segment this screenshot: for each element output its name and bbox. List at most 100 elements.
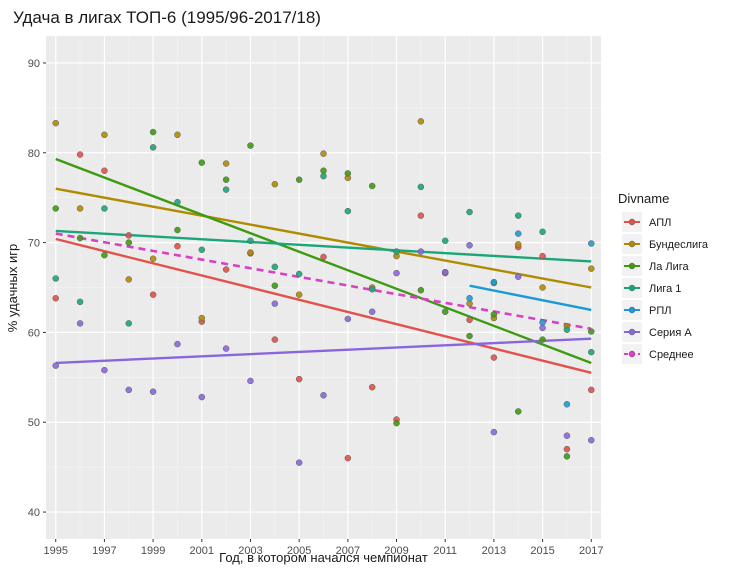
legend-item: АПЛ	[622, 212, 671, 232]
data-point	[563, 401, 571, 408]
data-point	[76, 234, 84, 242]
data-point	[52, 205, 59, 212]
chart-title: Удача в лигах ТОП-6 (1995/96-2017/18)	[13, 8, 321, 27]
data-point	[198, 314, 206, 322]
x-tick-label: 1995	[43, 545, 67, 557]
data-point	[222, 266, 230, 273]
legend-item: РПЛ	[622, 300, 671, 320]
y-tick-label: 50	[28, 417, 40, 429]
data-point	[588, 240, 595, 247]
data-point	[222, 186, 230, 193]
data-point	[539, 252, 546, 260]
data-point	[247, 249, 254, 256]
data-point	[588, 265, 595, 272]
x-tick-label: 2003	[238, 545, 262, 557]
data-point	[539, 336, 546, 343]
legend-item: Серия А	[622, 322, 692, 342]
y-tick-label: 70	[28, 238, 40, 250]
data-point	[490, 278, 498, 286]
data-point	[514, 408, 522, 415]
y-tick-label: 40	[28, 507, 40, 519]
x-tick-label: 2017	[579, 545, 603, 557]
data-point	[271, 300, 279, 307]
trend-line	[55, 337, 592, 365]
data-point	[514, 241, 522, 248]
data-point	[466, 316, 473, 324]
legend-key-point	[628, 262, 636, 270]
data-point	[320, 253, 327, 261]
data-point	[198, 246, 206, 254]
data-point	[247, 237, 254, 245]
data-point	[344, 170, 352, 177]
data-point	[271, 180, 279, 188]
legend-title: Divname	[618, 191, 669, 206]
x-tick-label: 2007	[336, 545, 360, 557]
x-tick-label: 2015	[530, 545, 554, 557]
data-point	[588, 386, 595, 394]
data-point	[149, 144, 157, 151]
series-points	[52, 242, 595, 466]
data-point	[247, 142, 254, 149]
trend-line	[55, 229, 592, 263]
data-point	[295, 375, 303, 383]
data-point	[271, 282, 279, 289]
legend-label: Ла Лига	[649, 261, 690, 273]
data-point	[539, 319, 546, 326]
data-point	[198, 393, 206, 401]
legend-item: Среднее	[622, 344, 694, 364]
data-point	[466, 242, 473, 249]
y-tick-label: 80	[28, 148, 40, 160]
data-point	[320, 150, 327, 157]
data-points	[52, 118, 595, 466]
legend-key-point	[628, 240, 636, 248]
data-point	[222, 345, 230, 352]
legend-label: Среднее	[649, 349, 694, 361]
legend-item: Лига 1	[622, 278, 681, 298]
data-point	[490, 354, 498, 361]
x-tick-label: 2005	[287, 545, 311, 557]
data-point	[295, 176, 303, 183]
data-point	[393, 248, 400, 255]
data-point	[320, 167, 327, 174]
data-point	[563, 432, 571, 439]
data-point	[271, 263, 279, 271]
trend-line	[469, 284, 592, 312]
data-point	[490, 428, 498, 436]
y-axis-title: % удачных игр	[5, 244, 20, 332]
series-points	[52, 151, 595, 462]
legend-label: Серия А	[649, 327, 692, 339]
data-point	[588, 328, 595, 335]
data-point	[344, 454, 352, 462]
data-point	[588, 348, 595, 356]
data-point	[417, 286, 425, 294]
trend-line	[55, 187, 592, 289]
data-point	[466, 300, 473, 307]
legend-key-point	[628, 306, 636, 314]
data-point	[368, 383, 376, 391]
data-point	[271, 336, 279, 343]
data-point	[490, 311, 498, 318]
data-point	[539, 324, 546, 332]
data-point	[295, 291, 303, 298]
data-point	[125, 276, 133, 283]
legend-label: Бундеслига	[649, 239, 709, 251]
data-point	[514, 212, 522, 219]
trend-line	[55, 237, 592, 374]
data-point	[222, 160, 230, 167]
data-point	[125, 320, 133, 327]
data-point	[539, 228, 546, 236]
data-point	[174, 226, 181, 234]
data-point	[101, 131, 108, 139]
data-point	[174, 340, 181, 348]
data-point	[174, 131, 181, 139]
data-point	[125, 232, 133, 239]
data-point	[441, 308, 449, 316]
x-tick-label: 2011	[433, 545, 457, 557]
data-point	[52, 295, 59, 302]
data-point	[149, 255, 157, 263]
data-point	[563, 326, 571, 333]
data-point	[417, 118, 425, 125]
data-point	[393, 419, 400, 427]
data-point	[222, 176, 230, 183]
